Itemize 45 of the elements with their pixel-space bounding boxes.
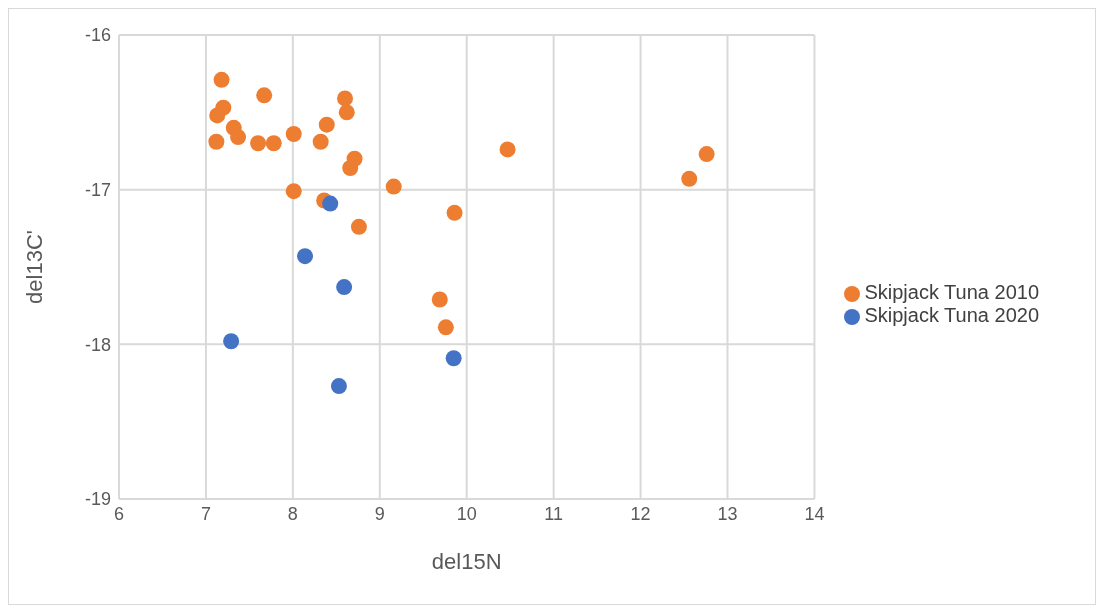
point xyxy=(437,319,454,336)
y-tick-label: -18 xyxy=(84,334,111,355)
point xyxy=(223,333,240,350)
x-axis-title: del15N xyxy=(431,549,502,574)
x-tick-label: 14 xyxy=(804,503,825,524)
y-tick-label: -19 xyxy=(84,489,111,510)
x-tick-label: 12 xyxy=(630,503,651,524)
legend-label: Skipjack Tuna 2010 xyxy=(864,281,1039,303)
point xyxy=(297,248,314,265)
point xyxy=(312,133,329,150)
point xyxy=(698,146,715,163)
point xyxy=(446,204,463,221)
point xyxy=(499,141,516,158)
point xyxy=(318,116,335,133)
point xyxy=(250,135,267,152)
point xyxy=(285,183,302,200)
point xyxy=(350,218,367,235)
y-tick-label: -17 xyxy=(84,180,111,201)
point xyxy=(256,87,273,104)
point xyxy=(322,195,339,212)
point xyxy=(681,170,698,187)
y-tick-label: -16 xyxy=(84,25,111,46)
point xyxy=(445,350,462,367)
point xyxy=(342,160,359,177)
point xyxy=(337,90,354,107)
point xyxy=(213,71,230,88)
point xyxy=(385,178,402,195)
point xyxy=(208,133,225,150)
x-tick-label: 10 xyxy=(456,503,477,524)
point xyxy=(338,104,355,121)
point xyxy=(230,129,247,146)
x-tick-label: 6 xyxy=(113,503,125,524)
y-axis-title: del13C' xyxy=(21,230,47,304)
x-tick-label: 7 xyxy=(200,503,211,524)
legend-label: Skipjack Tuna 2020 xyxy=(864,304,1039,326)
point xyxy=(336,279,353,296)
x-tick-label: 13 xyxy=(717,503,738,524)
point xyxy=(330,378,347,395)
point xyxy=(265,135,282,152)
point xyxy=(431,291,448,308)
point xyxy=(215,99,232,116)
x-tick-label: 8 xyxy=(287,503,298,524)
x-tick-label: 11 xyxy=(544,503,563,524)
point xyxy=(285,125,302,142)
x-tick-label: 9 xyxy=(374,503,385,524)
